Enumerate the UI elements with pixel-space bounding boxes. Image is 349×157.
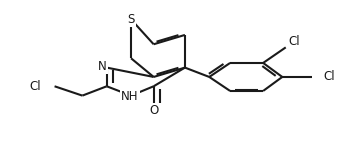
Text: O: O	[149, 104, 158, 117]
Text: Cl: Cl	[324, 70, 335, 83]
Text: NH: NH	[121, 90, 139, 103]
Text: Cl: Cl	[30, 80, 41, 93]
Text: S: S	[127, 13, 135, 26]
Text: N: N	[98, 60, 107, 73]
Text: Cl: Cl	[289, 35, 300, 48]
